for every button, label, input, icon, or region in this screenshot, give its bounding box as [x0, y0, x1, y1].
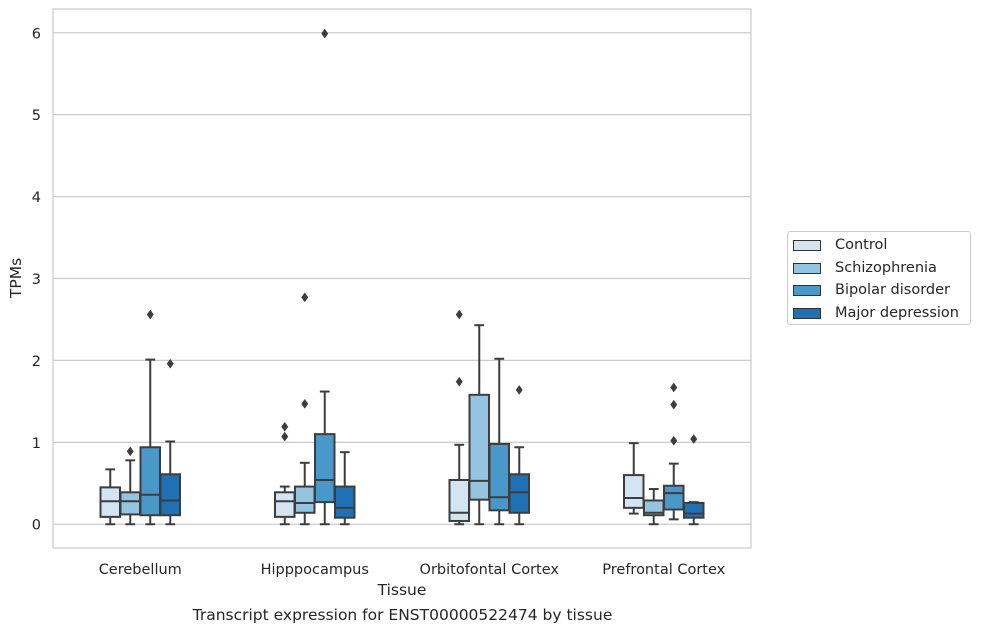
- iqr-box: [663, 484, 685, 511]
- y-tick-label: 5: [32, 108, 41, 124]
- figure-caption: Transcript expression for ENST0000052247…: [192, 606, 613, 624]
- box-major-depression: [508, 384, 530, 526]
- box-schizophrenia: [643, 488, 665, 526]
- legend-swatch-major-depression: [793, 307, 821, 319]
- outlier-marker: [690, 434, 698, 444]
- outlier-marker: [281, 431, 289, 442]
- box-major-depression: [334, 451, 356, 526]
- legend-swatch-control: [793, 239, 821, 251]
- y-tick-labels: 0 1 2 3 4 5 6: [32, 26, 41, 533]
- legend-swatch-bipolar-disorder: [793, 284, 821, 296]
- box-control: [99, 468, 121, 526]
- plot-area-frame: [52, 8, 752, 549]
- legend-item-schizophrenia: Schizophrenia: [793, 259, 937, 277]
- iqr-box: [159, 473, 181, 517]
- outlier-marker: [281, 421, 289, 432]
- legend-swatch-schizophrenia: [793, 262, 821, 274]
- x-tick-label: Cerebellum: [99, 562, 182, 578]
- outlier-marker: [670, 399, 678, 410]
- outlier-marker: [455, 309, 463, 320]
- outlier-marker: [670, 382, 678, 393]
- box-schizophrenia: [294, 292, 316, 526]
- box-control: [623, 442, 645, 515]
- box-bipolar-disorder: [139, 309, 161, 526]
- box-major-depression: [683, 434, 705, 526]
- iqr-box: [314, 433, 336, 504]
- box-major-depression: [159, 358, 181, 526]
- outlier-marker: [126, 446, 134, 457]
- x-tick-labels: Cerebellum Hipppocampus Orbitofontal Corte…: [99, 562, 726, 578]
- legend-item-bipolar-disorder: Bipolar disorder: [793, 281, 950, 299]
- legend-label-schizophrenia: Schizophrenia: [835, 260, 937, 276]
- legend-label-control: Control: [835, 237, 888, 253]
- x-tick-label: Orbitofontal Cortex: [420, 562, 560, 578]
- x-axis-label: Tissue: [377, 581, 427, 599]
- x-tick-label: Hipppocampus: [261, 562, 369, 578]
- box-control: [448, 309, 470, 526]
- legend: Control Schizophrenia Bipolar disorder M…: [787, 231, 971, 325]
- iqr-box: [119, 491, 141, 516]
- box-bipolar-disorder: [314, 28, 336, 526]
- box-series-group: [99, 28, 705, 526]
- iqr-box: [294, 485, 316, 514]
- y-axis-label: TPMs: [7, 258, 25, 299]
- box-schizophrenia: [468, 324, 490, 526]
- iqr-box: [448, 479, 470, 522]
- legend-label-major-depression: Major depression: [835, 305, 959, 321]
- outlier-marker: [166, 358, 174, 369]
- iqr-box: [139, 446, 161, 517]
- legend-item-control: Control: [793, 236, 887, 254]
- iqr-box: [508, 473, 530, 514]
- x-tick-label: Prefrontal Cortex: [602, 562, 725, 578]
- y-tick-label: 4: [32, 190, 41, 206]
- box-bipolar-disorder: [488, 357, 510, 526]
- iqr-box: [468, 393, 490, 501]
- outlier-marker: [301, 398, 309, 409]
- iqr-box: [334, 485, 356, 519]
- outlier-marker: [321, 28, 329, 39]
- box-bipolar-disorder: [663, 382, 685, 521]
- outlier-marker: [515, 384, 523, 395]
- outlier-marker: [670, 435, 678, 446]
- iqr-box: [683, 501, 705, 519]
- y-tick-label: 6: [32, 26, 41, 42]
- outlier-marker: [301, 292, 309, 303]
- y-tick-label: 0: [32, 518, 41, 534]
- iqr-box: [488, 442, 510, 512]
- y-tick-label: 2: [32, 354, 41, 370]
- legend-item-major-depression: Major depression: [793, 304, 959, 322]
- iqr-box: [623, 474, 645, 509]
- outlier-marker: [146, 309, 154, 320]
- outlier-marker: [455, 376, 463, 387]
- y-tick-label: 3: [32, 272, 41, 288]
- iqr-box: [274, 491, 296, 518]
- y-tick-label: 1: [32, 436, 41, 452]
- legend-label-bipolar-disorder: Bipolar disorder: [835, 282, 950, 298]
